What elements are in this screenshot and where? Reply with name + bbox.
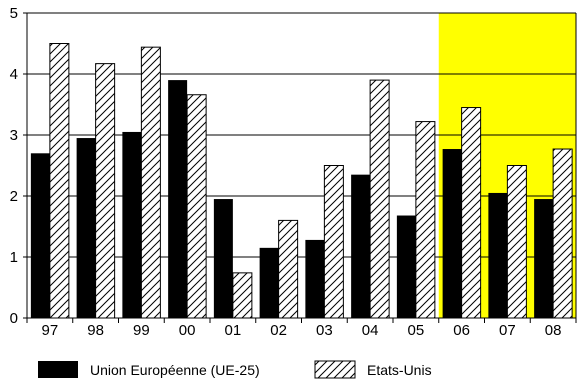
legend-swatch-hatched: [314, 360, 356, 379]
y-tick-label: 4: [10, 66, 18, 83]
bar-ue-04: [351, 174, 371, 318]
y-tick-label: 2: [10, 188, 18, 205]
legend-swatch-solid: [38, 361, 78, 378]
y-tick-label: 1: [10, 249, 18, 266]
bar-ue-03: [305, 239, 325, 318]
x-tick-label: 08: [545, 322, 562, 339]
y-tick-label: 5: [10, 5, 18, 22]
bar-ue-99: [122, 131, 142, 318]
x-tick-label: 05: [408, 322, 425, 339]
x-tick-label: 98: [87, 322, 104, 339]
bar-us-06: [461, 107, 482, 319]
bar-us-01: [232, 272, 253, 319]
bar-ue-08: [534, 199, 554, 318]
bar-us-03: [323, 165, 344, 319]
bar-us-04: [369, 79, 390, 319]
bar-ue-00: [168, 80, 188, 318]
bar-us-97: [49, 43, 70, 319]
x-tick-label: 06: [453, 322, 470, 339]
bar-ue-01: [213, 199, 233, 318]
bar-ue-02: [259, 247, 279, 318]
bar-us-02: [278, 219, 299, 319]
bar-us-99: [140, 46, 161, 319]
x-tick-label: 99: [133, 322, 150, 339]
x-tick-label: 00: [179, 322, 196, 339]
y-tick-label: 0: [10, 310, 18, 327]
x-tick-label: 01: [225, 322, 242, 339]
x-tick-label: 03: [316, 322, 333, 339]
legend-label-ue: Union Européenne (UE-25): [90, 362, 260, 378]
x-tick-label: 07: [499, 322, 516, 339]
bar-ue-07: [488, 192, 508, 318]
bar-ue-06: [442, 149, 462, 318]
x-tick-label: 04: [362, 322, 379, 339]
bar-us-07: [506, 165, 527, 319]
bar-us-00: [186, 94, 207, 319]
y-tick-label: 3: [10, 127, 18, 144]
bar-us-05: [415, 121, 436, 319]
x-tick-label: 02: [270, 322, 287, 339]
bar-ue-98: [76, 138, 96, 318]
bar-us-08: [552, 148, 573, 319]
bar-ue-05: [396, 215, 416, 318]
x-tick-label: 97: [42, 322, 59, 339]
bar-ue-97: [30, 153, 50, 318]
legend-label-us: Etats-Unis: [367, 362, 432, 378]
bar-us-98: [95, 63, 116, 319]
